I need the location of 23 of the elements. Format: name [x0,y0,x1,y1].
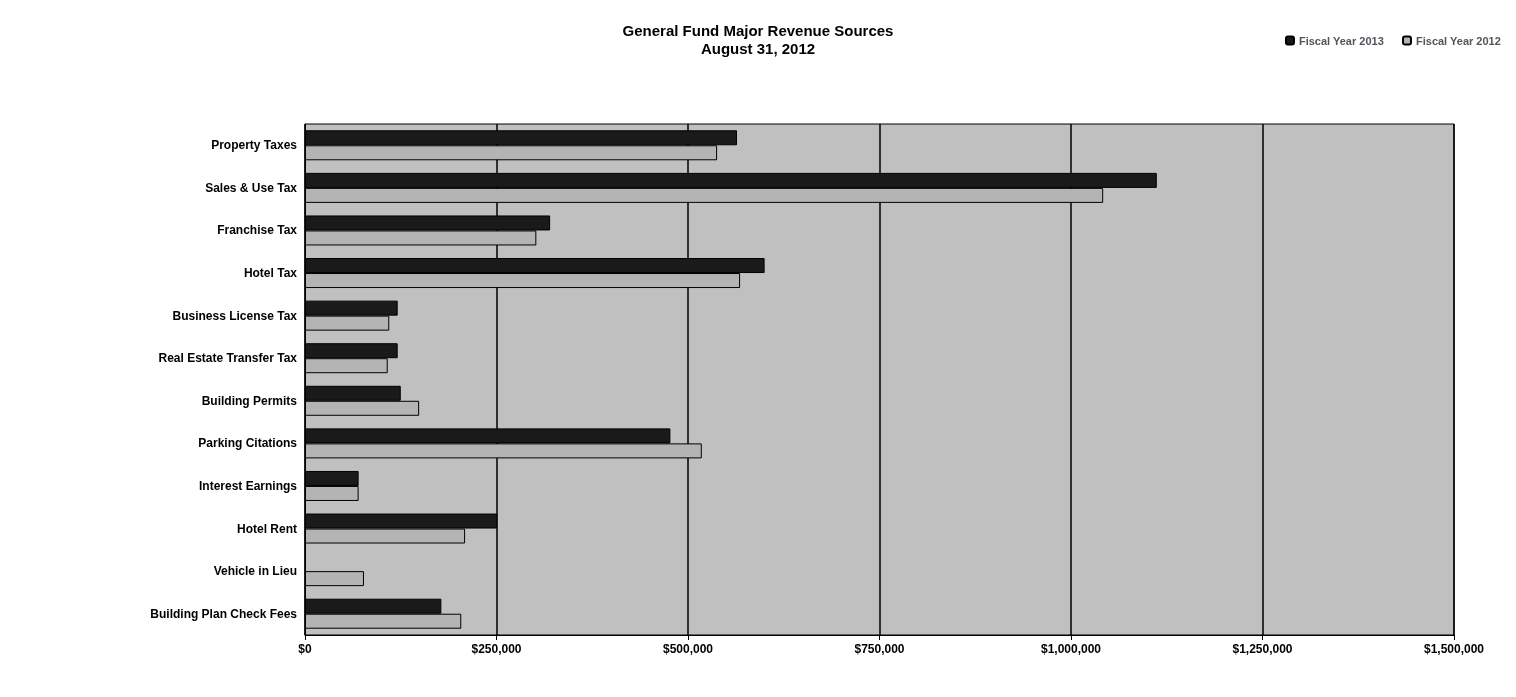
x-tick-label: $500,000 [662,642,714,656]
y-tick-label: Property Taxes [211,138,298,153]
y-tick-label: Vehicle in Lieu [213,564,297,579]
x-tick-label: $1,250,000 [1232,642,1293,656]
x-tick-label: $0 [298,642,312,656]
y-tick-label: Hotel Rent [237,521,297,536]
y-tick-label: Business License Tax [172,308,298,323]
y-tick-label: Hotel Tax [243,266,298,281]
chart-subtitle: August 31, 2012 [700,40,816,57]
x-tick-label: $750,000 [854,642,905,656]
x-tick-label: $1,000,000 [1040,642,1102,656]
y-tick-label: Sales & Use Tax [205,180,298,195]
y-tick-label: Interest Earnings [198,478,298,493]
chart-title: General Fund Major Revenue Sources [622,22,894,39]
y-tick-label: Parking Citations [198,436,298,451]
y-tick-label: Building Permits [201,393,298,408]
y-tick-label: Building Plan Check Fees [150,606,298,621]
legend-label: Fiscal Year 2013 [1298,34,1384,47]
y-tick-label: Franchise Tax [217,223,298,238]
legend-label: Fiscal Year 2012 [1415,34,1501,47]
x-tick-label: $1,500,000 [1423,642,1485,656]
x-tick-label: $250,000 [471,642,522,656]
y-tick-label: Real Estate Transfer Tax [158,351,298,366]
